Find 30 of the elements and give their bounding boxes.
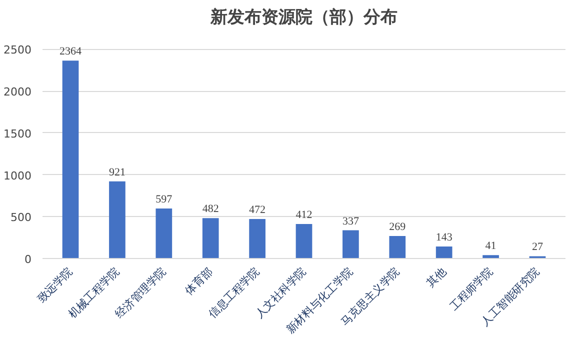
x-tick-label: 致远学院	[34, 264, 76, 306]
y-tick-label: 2500	[4, 44, 32, 57]
data-label: 41	[485, 240, 496, 252]
chart-title: 新发布资源院（部）分布	[210, 8, 398, 28]
bar	[249, 218, 266, 258]
y-tick-label: 1000	[4, 169, 32, 182]
data-label: 597	[156, 194, 173, 206]
bar	[156, 208, 172, 258]
y-tick-label: 0	[24, 253, 32, 266]
x-tick-label: 体育部	[182, 264, 216, 298]
bar	[342, 230, 359, 258]
data-label: 2364	[60, 46, 82, 58]
data-label: 27	[532, 241, 544, 254]
data-label: 143	[436, 232, 453, 244]
data-label: 482	[202, 203, 219, 216]
bar	[62, 60, 79, 258]
y-tick-label: 2000	[4, 86, 32, 99]
data-label: 472	[249, 204, 266, 216]
bar	[296, 224, 312, 258]
data-label: 921	[108, 166, 126, 178]
bar	[389, 236, 406, 258]
bar	[109, 181, 126, 258]
data-label: 412	[296, 209, 312, 222]
x-tick-label: 其他	[424, 264, 449, 290]
bar	[202, 218, 219, 258]
bar	[436, 246, 452, 258]
y-tick-label: 500	[10, 211, 32, 224]
data-label: 337	[342, 215, 360, 228]
data-label: 269	[389, 220, 406, 233]
y-tick-label: 1500	[4, 127, 32, 140]
